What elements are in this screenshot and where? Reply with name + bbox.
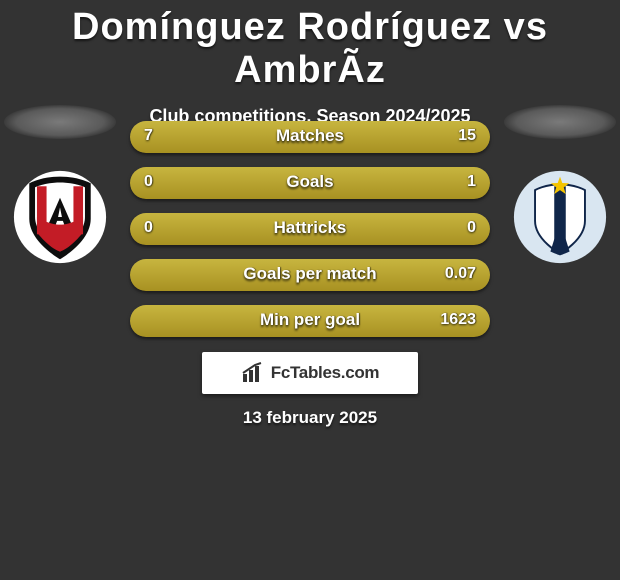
team-crest-left-wrap xyxy=(0,105,120,265)
stat-bar-fill-right xyxy=(130,213,490,245)
generation-date: 13 february 2025 xyxy=(0,408,620,428)
stat-bar-fill-right xyxy=(130,259,490,291)
stat-value-right: 15 xyxy=(458,121,476,153)
team-crest-right-wrap xyxy=(500,105,620,265)
crest-shadow-left xyxy=(4,105,116,139)
team-crest-right xyxy=(512,169,608,265)
stat-bar-fill-right xyxy=(244,121,490,153)
stats-bars-column: 715Matches01Goals00Hattricks0.07Goals pe… xyxy=(130,121,490,351)
stat-value-right: 0.07 xyxy=(445,259,476,291)
comparison-area: 715Matches01Goals00Hattricks0.07Goals pe… xyxy=(0,105,620,355)
stat-value-left: 0 xyxy=(144,213,153,245)
player-comparison-infographic: Domínguez Rodríguez vs AmbrÃ­z Club comp… xyxy=(0,0,620,580)
stat-bar-fill-right xyxy=(130,167,490,199)
bar-chart-icon xyxy=(241,362,267,384)
stat-bar: 00Hattricks xyxy=(130,213,490,245)
stat-value-left: 0 xyxy=(144,167,153,199)
stat-bar: 1623Min per goal xyxy=(130,305,490,337)
attribution-badge: FcTables.com xyxy=(202,352,418,394)
stat-bar: 715Matches xyxy=(130,121,490,153)
stat-bar-fill-right xyxy=(130,305,490,337)
crest-shadow-right xyxy=(504,105,616,139)
attribution-text: FcTables.com xyxy=(271,363,380,383)
stat-bar: 01Goals xyxy=(130,167,490,199)
stat-value-right: 1623 xyxy=(440,305,476,337)
team-crest-left xyxy=(12,169,108,265)
stat-value-right: 1 xyxy=(467,167,476,199)
page-title: Domínguez Rodríguez vs AmbrÃ­z xyxy=(0,0,620,92)
stat-value-left: 7 xyxy=(144,121,153,153)
stat-value-right: 0 xyxy=(467,213,476,245)
stat-bar: 0.07Goals per match xyxy=(130,259,490,291)
